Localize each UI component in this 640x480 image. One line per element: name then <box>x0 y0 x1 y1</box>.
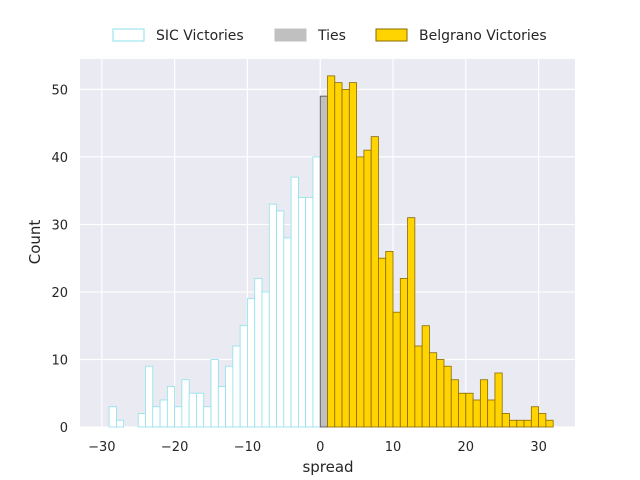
bar-belgrano <box>327 75 336 428</box>
bar-sic <box>239 325 248 428</box>
bar-belgrano <box>545 419 554 428</box>
bar-belgrano <box>465 392 474 428</box>
bar-belgrano <box>479 379 489 428</box>
legend-swatch <box>375 28 408 42</box>
x-tick-label: 20 <box>458 440 475 455</box>
bar-sic <box>210 359 219 428</box>
bar-belgrano <box>494 372 503 428</box>
bar-sic <box>312 156 321 428</box>
bar-belgrano <box>472 399 481 428</box>
x-tick-labels: −30 −20 −10 0 10 20 30 <box>88 440 547 455</box>
y-tick-label: 10 <box>51 353 68 368</box>
x-tick-label: −30 <box>88 440 115 455</box>
bar-sic <box>174 406 183 428</box>
bar-belgrano <box>363 149 372 428</box>
y-tick-labels: 0 10 20 30 40 50 <box>51 83 68 436</box>
bar-tie <box>319 95 328 428</box>
bar-belgrano <box>399 278 408 428</box>
bar-sic <box>254 278 263 428</box>
bar-sic <box>261 291 270 428</box>
bar-sic <box>276 210 285 428</box>
bar-sic <box>217 386 226 428</box>
bar-belgrano <box>501 413 510 428</box>
bar-belgrano <box>516 419 525 428</box>
bar-sic <box>232 345 241 428</box>
legend-swatch <box>274 28 307 42</box>
bar-belgrano <box>385 251 394 428</box>
bar-belgrano <box>392 311 401 428</box>
bar-sic <box>305 197 314 428</box>
bar-sic <box>152 406 161 428</box>
x-axis-label: spread <box>302 458 353 476</box>
x-tick-label: 10 <box>385 440 402 455</box>
bar-sic <box>108 406 117 428</box>
x-tick-label: 0 <box>316 440 324 455</box>
y-tick-label: 20 <box>51 286 68 301</box>
legend-label: Ties <box>317 28 346 44</box>
bar-belgrano <box>378 257 387 428</box>
bar-sic <box>247 298 256 428</box>
bar-sic <box>268 203 277 428</box>
y-tick-label: 40 <box>51 151 68 166</box>
y-tick-label: 50 <box>51 83 68 98</box>
bar-sic <box>283 237 292 428</box>
bar-belgrano <box>487 399 496 428</box>
bar-belgrano <box>530 406 540 428</box>
bar-sic <box>196 392 205 428</box>
x-tick-label: 30 <box>530 440 547 455</box>
bar-sic <box>290 176 299 428</box>
bar-sic <box>159 399 168 428</box>
y-tick-label: 30 <box>51 218 68 233</box>
bar-belgrano <box>414 345 423 428</box>
bar-belgrano <box>370 136 379 428</box>
bar-sic <box>188 392 197 428</box>
x-tick-label: −10 <box>234 440 261 455</box>
y-tick-label: 0 <box>60 421 68 436</box>
bar-belgrano <box>436 359 445 428</box>
bar-belgrano <box>458 392 467 428</box>
bars <box>108 75 554 428</box>
bar-sic <box>166 386 176 428</box>
bar-sic <box>297 197 307 428</box>
bar-belgrano <box>509 419 518 428</box>
bar-belgrano <box>429 352 438 428</box>
legend-label: SIC Victories <box>156 28 244 44</box>
bar-sic <box>225 365 234 428</box>
bar-belgrano <box>450 379 459 428</box>
bar-sic <box>137 413 146 428</box>
bar-belgrano <box>407 217 416 428</box>
bar-belgrano <box>356 156 365 428</box>
bar-belgrano <box>523 419 532 428</box>
y-axis-label: Count <box>26 220 44 265</box>
bar-sic <box>181 379 190 428</box>
bar-sic <box>115 419 125 428</box>
legend-swatch <box>112 28 145 42</box>
legend-label: Belgrano Victories <box>419 28 547 44</box>
bar-belgrano <box>348 82 358 428</box>
legend: SIC Victories Ties Belgrano Victories <box>112 28 547 44</box>
bar-belgrano <box>334 82 343 428</box>
bar-belgrano <box>538 413 547 428</box>
bar-belgrano <box>341 88 350 428</box>
x-tick-label: −20 <box>161 440 188 455</box>
bar-sic <box>145 365 154 428</box>
bar-belgrano <box>421 325 430 428</box>
bar-sic <box>203 406 212 428</box>
bar-belgrano <box>443 365 452 428</box>
